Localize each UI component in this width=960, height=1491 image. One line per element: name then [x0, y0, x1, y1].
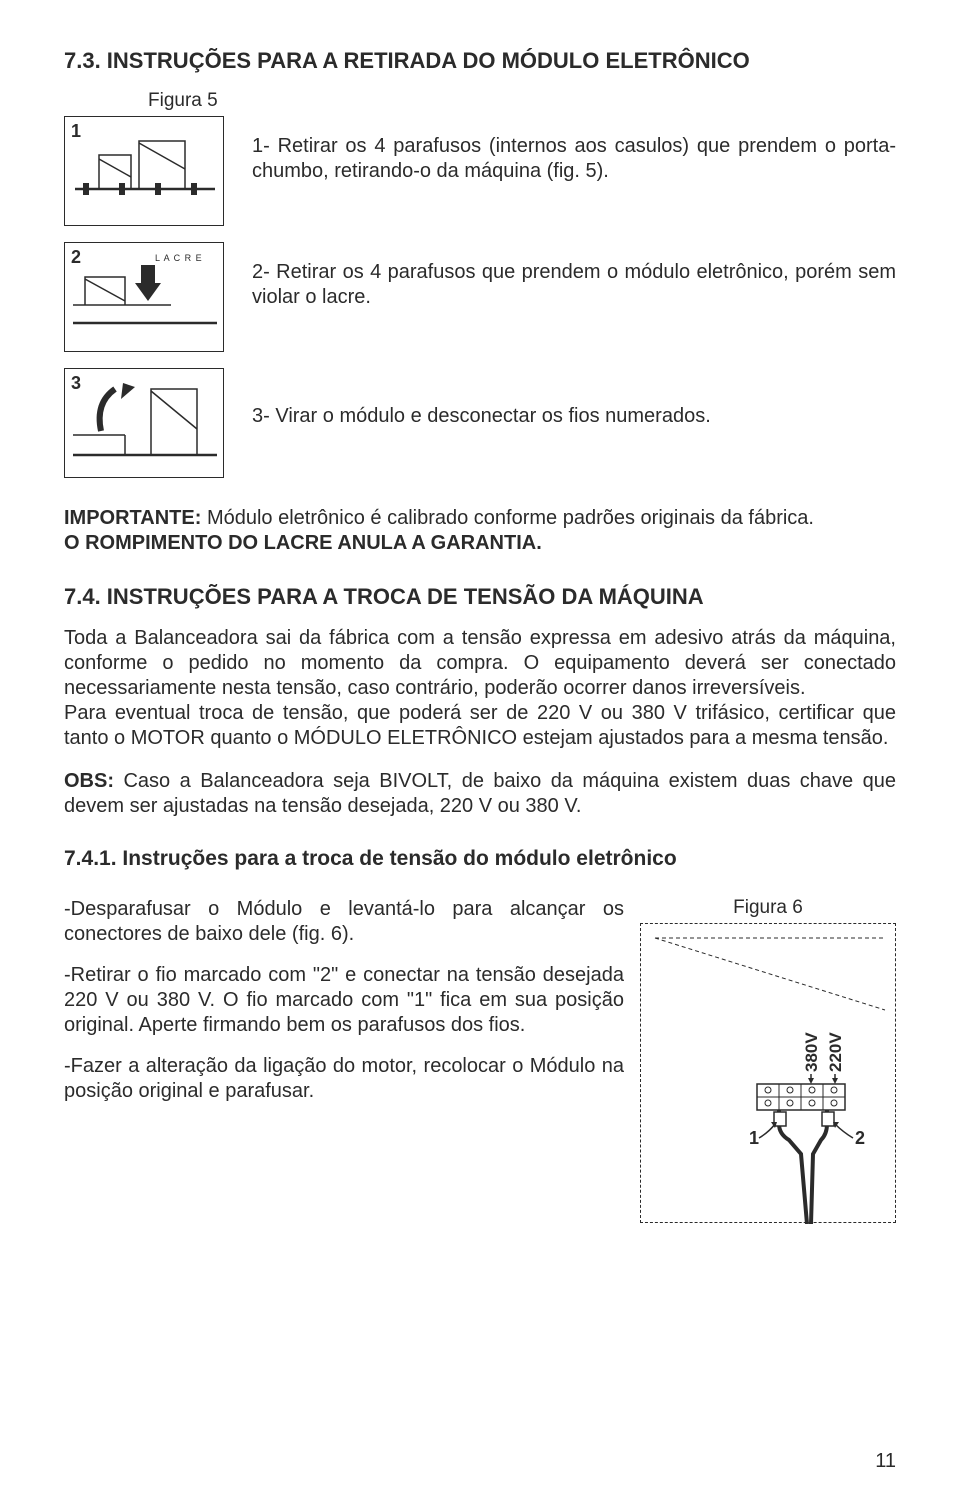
section-7-3-title: 7.3. INSTRUÇÕES PARA A RETIRADA DO MÓDUL… [64, 48, 896, 74]
figure-6-column: Figura 6 380V [640, 897, 896, 1223]
svg-text:L A C R E: L A C R E [155, 253, 203, 263]
instruction-p3: -Fazer a alteração da ligação do motor, … [64, 1054, 624, 1104]
obs-label: OBS: [64, 770, 114, 792]
page-number: 11 [875, 1450, 896, 1473]
figure-6-label: Figura 6 [640, 897, 896, 919]
step-3-row: 3 3- Virar o módulo e desconectar os fio… [64, 368, 896, 478]
step-2-text: 2- Retirar os 4 parafusos que prendem o … [252, 242, 896, 310]
section-7-4-1-title: 7.4.1. Instruções para a troca de tensão… [64, 847, 896, 871]
step-1-row: 1 1- Retirar os 4 parafusos (internos ao… [64, 116, 896, 226]
two-column-layout: -Desparafusar o Módulo e levantá-lo para… [64, 897, 896, 1223]
instruction-p2: -Retirar o fio marcado com "2" e conecta… [64, 963, 624, 1038]
figure-6-diagram: 380V 220V 1 2 [640, 923, 896, 1223]
figure-5-panel-1: 1 [64, 116, 224, 226]
section-7-4-paragraph: Toda a Balanceadora sai da fábrica com a… [64, 626, 896, 751]
section-7-4-title: 7.4. INSTRUÇÕES PARA A TROCA DE TENSÃO D… [64, 584, 896, 610]
step-1-text: 1- Retirar os 4 parafusos (internos aos … [252, 116, 896, 184]
figure-5-panel-2: 2 L A C R E [64, 242, 224, 352]
step-3-text: 3- Virar o módulo e desconectar os fios … [252, 368, 896, 429]
step-2-diagram: L A C R E [65, 243, 225, 353]
figure-5-panel-3: 3 [64, 368, 224, 478]
figure-5-label: Figura 5 [148, 90, 896, 112]
svg-text:220V: 220V [826, 1032, 845, 1072]
step-2-number: 2 [71, 247, 81, 268]
step-1-diagram [65, 117, 225, 227]
step-3-number: 3 [71, 373, 81, 394]
obs-text: Caso a Balanceadora seja BIVOLT, de baix… [64, 770, 896, 817]
important-warranty: O ROMPIMENTO DO LACRE ANULA A GARANTIA. [64, 532, 542, 554]
svg-text:2: 2 [855, 1128, 865, 1148]
important-note: IMPORTANTE: Módulo eletrônico é calibrad… [64, 506, 896, 556]
important-text: Módulo eletrônico é calibrado conforme p… [201, 507, 814, 529]
step-3-diagram [65, 369, 225, 479]
svg-text:380V: 380V [802, 1032, 821, 1072]
step-2-row: 2 L A C R E 2- Retirar os 4 parafusos qu… [64, 242, 896, 352]
svg-text:1: 1 [749, 1128, 759, 1148]
important-label: IMPORTANTE: [64, 507, 201, 529]
step-1-number: 1 [71, 121, 81, 142]
obs-paragraph: OBS: Caso a Balanceadora seja BIVOLT, de… [64, 769, 896, 819]
instruction-p1: -Desparafusar o Módulo e levantá-lo para… [64, 897, 624, 947]
instructions-column: -Desparafusar o Módulo e levantá-lo para… [64, 897, 624, 1223]
